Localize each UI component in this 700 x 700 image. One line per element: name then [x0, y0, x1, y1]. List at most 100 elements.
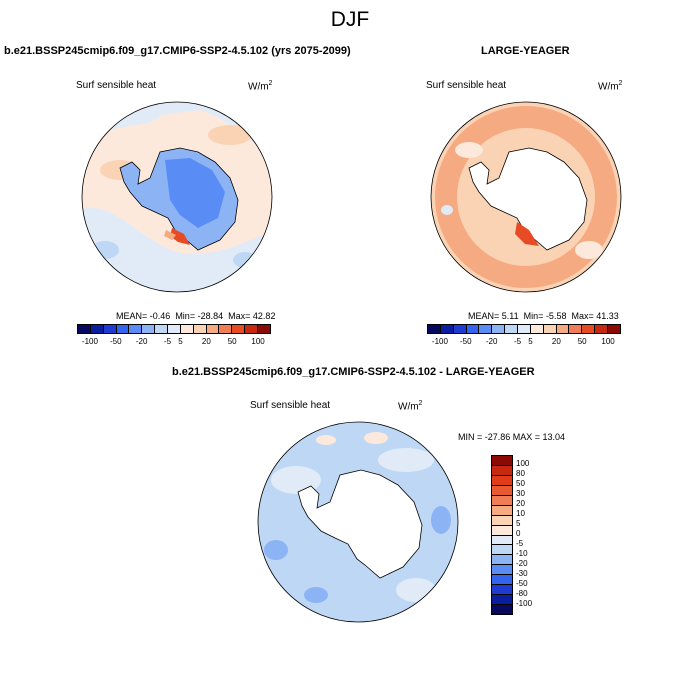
panel3-colorbar-swatch	[492, 575, 512, 586]
panel2-map-border	[430, 101, 622, 293]
panel3-colorbar-swatch	[492, 535, 512, 546]
panel3-colorbar-swatch	[492, 595, 512, 606]
panel1-colorbar-swatch	[180, 325, 194, 333]
panel3-title: b.e21.BSSP245cmip6.f09_g17.CMIP6-SSP2-4.…	[172, 366, 535, 378]
panel3-colorbar-tick-label: -5	[516, 539, 524, 548]
panel3-colorbar-swatch	[492, 555, 512, 566]
panel2-colorbar-swatch	[479, 325, 493, 333]
panel2-colorbar-tick-label: 50	[577, 337, 587, 346]
panel2-colorbar-swatch	[492, 325, 506, 333]
panel3-warm-patch	[316, 435, 336, 445]
panel3-cool-patch	[431, 506, 451, 534]
panel3-variable-label: Surf sensible heat	[250, 400, 331, 411]
panel1-colorbar-swatch	[245, 325, 259, 333]
panel1-colorbar-swatch	[142, 325, 156, 333]
panel1-colorbar-tick-label: 100	[251, 337, 265, 346]
panel2-colorbar-tick-label: 5	[528, 337, 533, 346]
panel3-colorbar-swatch	[492, 465, 512, 476]
panel3-colorbar-tick-label: -30	[516, 569, 528, 578]
panel3-colorbar-swatch	[492, 485, 512, 496]
panel2-colorbar-swatch	[569, 325, 583, 333]
panel3-colorbar	[491, 455, 513, 615]
panel2-colorbar-swatch	[595, 325, 609, 333]
panel3-colorbar-tick-label: -80	[516, 589, 528, 598]
panel3-colorbar-swatch	[492, 515, 512, 526]
panel2-colorbar-ticks: -100 -50 -20 -5 5 20 50 100	[427, 337, 621, 349]
panel3-colorbar-tick-label: 100	[516, 459, 530, 468]
panel2-warm-ring	[435, 106, 617, 288]
panel3-colorbar-tick-label: -50	[516, 579, 528, 588]
panel3-colorbar-tick-label: -10	[516, 549, 528, 558]
panel2-colorbar	[427, 324, 621, 334]
panel1-colorbar	[77, 324, 271, 334]
panel1-units-label: W/m2	[248, 80, 273, 93]
panel3-cool-patch	[304, 587, 328, 603]
panel2-antarctica	[468, 147, 588, 251]
panel2-colorbar-swatch	[453, 325, 467, 333]
panel1-colorbar-swatch	[219, 325, 233, 333]
panel2-colorbar-swatch	[466, 325, 480, 333]
panel3-colorbar-swatch	[492, 475, 512, 486]
panel1-colorbar-tick-label: -50	[110, 337, 122, 346]
panel1-colorbar-swatch	[78, 325, 91, 333]
panel3-cool-patch	[264, 540, 288, 560]
panel2-pale-patch	[575, 241, 603, 259]
panel1-colorbar-tick-label: 20	[201, 337, 211, 346]
panel3-map-border	[257, 421, 459, 623]
panel2-variable-label: Surf sensible heat	[426, 80, 507, 91]
panel1-peninsula-warm-edge	[164, 230, 176, 240]
panel1-colorbar-swatch	[129, 325, 143, 333]
panel1-map-border	[81, 101, 273, 293]
panel3-stats: MIN = -27.86 MAX = 13.04	[458, 432, 566, 442]
panel3-colorbar-swatch	[492, 585, 512, 596]
panel3-antarctica	[297, 469, 423, 579]
panel1-colorbar-tick-label: -5	[163, 337, 172, 346]
panel1-colorbar-tick-label: 50	[227, 337, 237, 346]
panel2-colorbar-swatch	[543, 325, 557, 333]
panel2-units-label: W/m2	[598, 80, 623, 93]
panel3-colorbar-swatch	[492, 495, 512, 506]
panel1-light-blue-region	[82, 208, 272, 292]
panel2-cool-patch	[441, 205, 453, 215]
panel2-pale-patch	[455, 142, 483, 158]
panel3-colorbar-tick-label: 20	[516, 499, 525, 508]
panel3-colorbar-swatch	[492, 505, 512, 516]
panel1-colorbar-swatch	[116, 325, 130, 333]
panel1-cool-patch	[233, 252, 257, 268]
panel3-colorbar-swatch	[492, 525, 512, 536]
panel1-warm-patch	[208, 125, 252, 145]
panel2-colorbar-tick-label: -20	[485, 337, 498, 346]
panel2-peninsula-warm	[515, 222, 539, 246]
panel3-colorbar-swatch	[492, 456, 512, 466]
panel2-colorbar-swatch	[518, 325, 531, 333]
panel3-colorbar-tick-label: 10	[516, 509, 525, 518]
panel3-colorbar-tick-label: 5	[516, 519, 521, 528]
panel3-pale-patch	[396, 578, 436, 602]
panel1-stats: MEAN= -0.46 Min= -28.84 Max= 42.82	[116, 311, 276, 321]
panel2-colorbar-tick-label: 20	[551, 337, 561, 346]
panel1-colorbar-swatch	[258, 325, 270, 333]
panel3-colorbar-ticks: 100 80 50 30 20 10 5 0 -5 -10 -20 -30 -50 -80 -100	[516, 455, 546, 615]
panel3-colorbar-tick-label: -20	[516, 559, 528, 568]
panel2-colorbar-tick-label: -5	[513, 337, 522, 346]
panel3-colorbar-tick-label: 30	[516, 489, 525, 498]
panel3-units-label: W/m2	[398, 400, 423, 413]
panel1-title: b.e21.BSSP245cmip6.f09_g17.CMIP6-SSP2-4.…	[4, 45, 351, 57]
panel2-polar-map	[430, 101, 622, 293]
panel3-warm-patch	[364, 432, 388, 444]
panel1-colorbar-tick-label: 5	[178, 337, 183, 346]
panel1-colorbar-swatch	[103, 325, 117, 333]
panel1-cool-patch	[91, 241, 119, 259]
panel2-colorbar-tick-label: -50	[460, 337, 472, 346]
panel3-colorbar-tick-label: 80	[516, 469, 525, 478]
panel3-colorbar-tick-label: 0	[516, 529, 521, 538]
panel2-stats: MEAN= 5.11 Min= -5.58 Max= 41.33	[468, 311, 619, 321]
panel1-colorbar-swatch	[193, 325, 207, 333]
panel1-colorbar-swatch	[232, 325, 246, 333]
panel1-colorbar-ticks: -100 -50 -20 -5 5 20 50 100	[77, 337, 271, 349]
panel3-colorbar-swatch	[492, 605, 512, 614]
panel1-colorbar-swatch	[90, 325, 104, 333]
panel2-colorbar-swatch	[608, 325, 620, 333]
panel1-colorbar-swatch	[206, 325, 220, 333]
panel2-colorbar-swatch	[440, 325, 454, 333]
